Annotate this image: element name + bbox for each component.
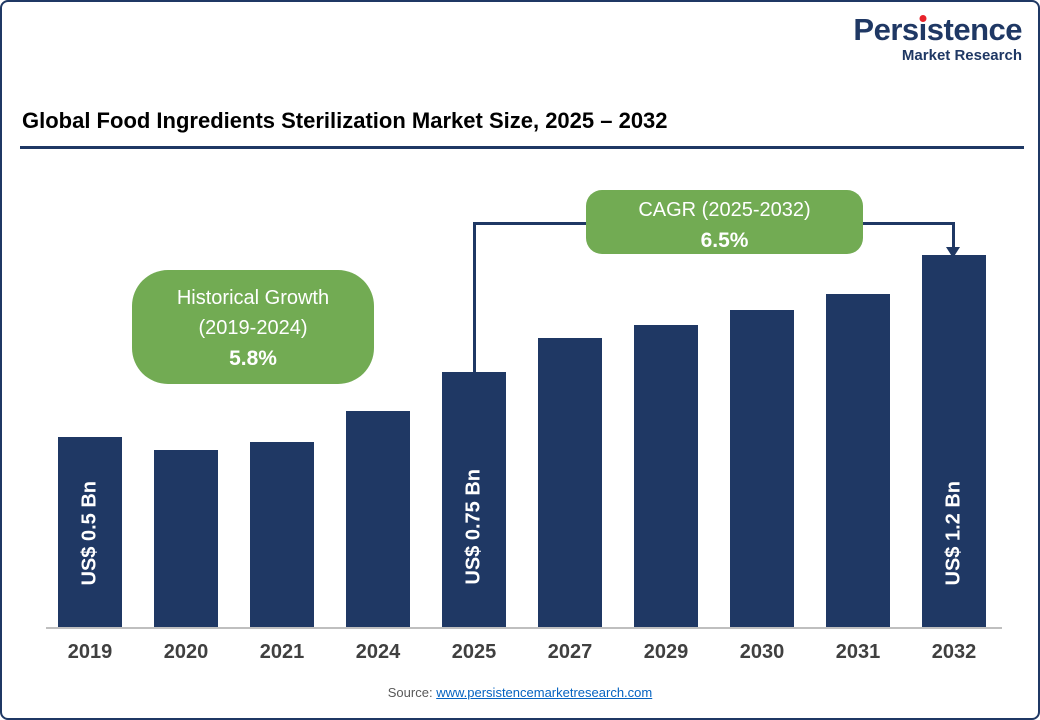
x-axis-label-2032: 2032 — [931, 641, 977, 663]
x-axis-line — [46, 627, 1002, 629]
x-axis-label-2019: 2019 — [67, 641, 113, 663]
brand-red-dot-i: i — [918, 12, 928, 47]
arrow-down-icon — [946, 247, 960, 258]
bar-value-label: US$ 1.2 Bn — [942, 480, 965, 585]
x-axis-label-2030: 2030 — [739, 641, 785, 663]
brand-name: Persistence — [853, 14, 1022, 45]
bar-2032: US$ 1.2 Bn — [922, 255, 986, 627]
bar-value-label: US$ 0.5 Bn — [78, 480, 101, 585]
x-axis-label-2029: 2029 — [643, 641, 689, 663]
x-axis-label-2025: 2025 — [451, 641, 497, 663]
cagr-connector-left-vertical — [473, 222, 476, 374]
bar-2025: US$ 0.75 Bn — [442, 372, 506, 627]
bar-2021 — [250, 442, 314, 627]
bar-2020 — [154, 450, 218, 627]
historical-growth-label: Historical Growth — [176, 287, 330, 309]
historical-growth-callout: Historical Growth (2019-2024) 5.8% — [132, 270, 374, 384]
source-link[interactable]: www.persistencemarketresearch.com — [436, 685, 653, 700]
cagr-value: 6.5% — [700, 229, 749, 252]
x-axis-label-2021: 2021 — [259, 641, 305, 663]
bar-chart: Historical Growth (2019-2024) 5.8% CAGR … — [42, 162, 1002, 663]
source-line: Source: www.persistencemarketresearch.co… — [2, 685, 1038, 700]
bar-value-label: US$ 0.75 Bn — [462, 469, 485, 585]
title-underline — [20, 146, 1024, 149]
brand-logo: Persistence Market Research — [853, 14, 1022, 64]
x-axis-label-2031: 2031 — [835, 641, 881, 663]
x-axis-label-2024: 2024 — [355, 641, 401, 663]
x-axis-label-2020: 2020 — [163, 641, 209, 663]
historical-growth-period: (2019-2024) — [198, 317, 308, 339]
brand-subtitle: Market Research — [901, 47, 1022, 64]
bar-2030 — [730, 310, 794, 627]
bar-2019: US$ 0.5 Bn — [58, 437, 122, 627]
bar-2024 — [346, 411, 410, 627]
bar-2031 — [826, 294, 890, 627]
source-prefix: Source: — [387, 685, 433, 700]
cagr-label: CAGR (2025-2032) — [638, 199, 811, 221]
brand-name-part: Pers — [853, 12, 919, 47]
x-axis-label-2027: 2027 — [547, 641, 593, 663]
brand-name-part: stence — [926, 12, 1023, 47]
cagr-connector-right-horizontal — [863, 222, 955, 225]
cagr-callout: CAGR (2025-2032) 6.5% — [586, 190, 863, 254]
cagr-connector-right-vertical — [952, 222, 955, 249]
historical-growth-value: 5.8% — [229, 347, 277, 370]
page-title: Global Food Ingredients Sterilization Ma… — [22, 108, 668, 133]
bar-2027 — [538, 338, 602, 627]
bar-2029 — [634, 325, 698, 627]
cagr-connector-left-horizontal — [473, 222, 586, 225]
